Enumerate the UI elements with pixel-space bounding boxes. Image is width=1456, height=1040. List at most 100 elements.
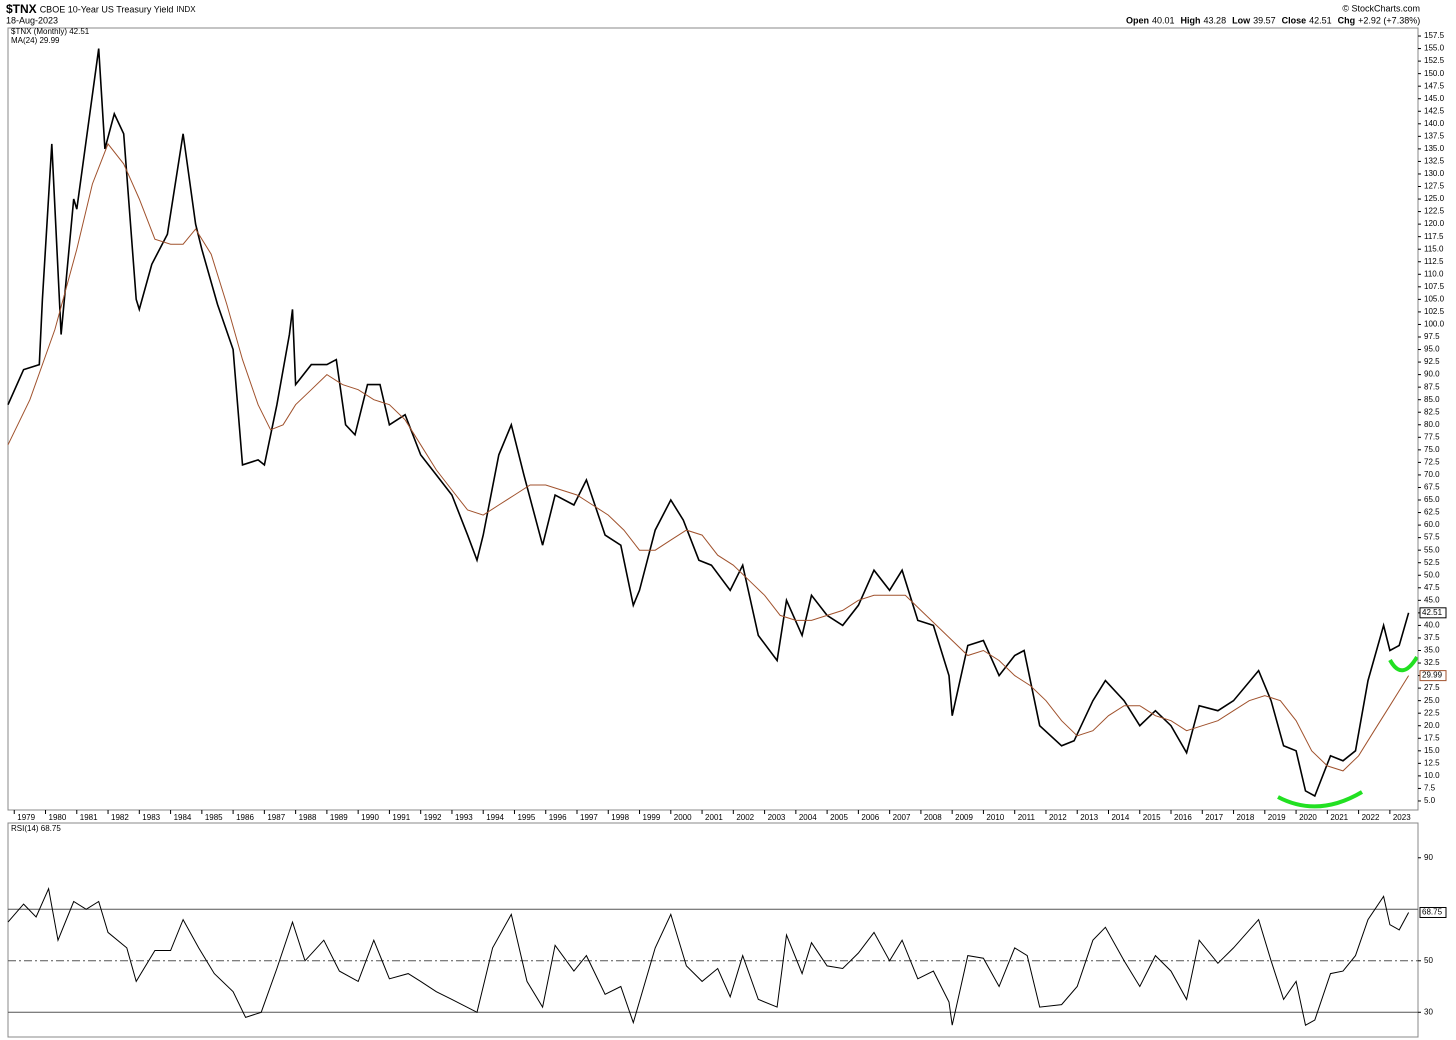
x-tick-label: 2018 [1237,813,1255,822]
legend-entry: $TNX (Monthly) 42.51 [11,27,90,36]
y-tick-label: 137.5 [1424,131,1445,140]
y-tick-label: 105.0 [1424,294,1445,303]
annotation-arc [1388,655,1419,673]
x-tick-label: 1989 [330,813,348,822]
series-line [7,48,1410,798]
y-tick-label: 35.0 [1424,646,1440,655]
x-tick-label: 1997 [580,813,598,822]
y-tick-label: 62.5 [1424,508,1440,517]
y-tick-label: 85.0 [1424,395,1440,404]
y-tick-label: 22.5 [1424,708,1440,717]
y-tick-label: 10.0 [1424,771,1440,780]
y-tick-label: 65.0 [1424,495,1440,504]
x-tick-label: 1987 [267,813,285,822]
value-tag [1419,607,1447,619]
x-tick-label: 1979 [17,813,35,822]
value-tag [1419,906,1447,918]
y-tick-label: 130.0 [1424,169,1445,178]
value-tag-label: 68.75 [1422,908,1443,917]
y-tick-label: 142.5 [1424,106,1445,115]
x-tick-label: 2008 [924,813,942,822]
x-tick-label: 1998 [611,813,629,822]
y-tick-label: 27.5 [1424,683,1440,692]
x-tick-label: 2011 [1018,813,1036,822]
y-tick-label: 25.0 [1424,696,1440,705]
x-tick-label: 2022 [1362,813,1380,822]
y-tick-label: 17.5 [1424,733,1440,742]
quote-value: 40.01 [1152,15,1175,25]
y-tick-label: 90 [1424,853,1433,862]
y-tick-label: 67.5 [1424,483,1440,492]
x-tick-label: 1986 [236,813,254,822]
y-tick-label: 87.5 [1424,382,1440,391]
annotation-arc [1277,790,1364,809]
quote-label: Close [1282,15,1307,25]
panel-title: RSI(14) 68.75 [11,824,61,833]
x-tick-label: 1991 [392,813,410,822]
source: © StockCharts.com [1342,3,1420,13]
y-tick-label: 32.5 [1424,658,1440,667]
y-tick-label: 152.5 [1424,56,1445,65]
x-tick-label: 2002 [736,813,754,822]
y-tick-label: 157.5 [1424,31,1445,40]
y-tick-label: 20.0 [1424,721,1440,730]
y-tick-label: 112.5 [1424,257,1444,266]
x-tick-label: 1982 [111,813,129,822]
x-tick-label: 1985 [205,813,223,822]
x-tick-label: 1984 [174,813,192,822]
y-tick-label: 110.0 [1424,269,1444,278]
x-tick-label: 2019 [1268,813,1286,822]
y-tick-label: 145.0 [1424,94,1445,103]
exchange: INDX [176,5,196,14]
y-tick-label: 47.5 [1424,583,1440,592]
quote-value: 39.57 [1253,15,1276,25]
x-tick-label: 1990 [361,813,379,822]
series-line [7,142,1410,772]
date: 18-Aug-2023 [6,15,58,25]
chart-title: $TNX [6,2,37,16]
y-tick-label: 125.0 [1424,194,1445,203]
y-tick-label: 72.5 [1424,457,1440,466]
y-tick-label: 37.5 [1424,633,1440,642]
value-tag-label: 42.51 [1422,608,1443,617]
chart-subtitle: CBOE 10-Year US Treasury Yield [40,4,174,14]
x-tick-label: 1981 [80,813,98,822]
y-tick-label: 122.5 [1424,207,1445,216]
y-tick-label: 60.0 [1424,520,1440,529]
y-tick-label: 90.0 [1424,370,1440,379]
y-tick-label: 140.0 [1424,119,1445,128]
x-tick-label: 1993 [455,813,473,822]
x-tick-label: 2020 [1299,813,1317,822]
y-tick-label: 57.5 [1424,533,1440,542]
x-tick-label: 1999 [643,813,661,822]
y-tick-label: 132.5 [1424,157,1445,166]
y-tick-label: 7.5 [1424,784,1436,793]
x-tick-label: 1992 [424,813,442,822]
x-tick-label: 1988 [299,813,317,822]
x-tick-label: 1995 [517,813,535,822]
plot-frame [7,27,1419,811]
x-tick-label: 2012 [1049,813,1067,822]
y-tick-label: 80.0 [1424,420,1440,429]
y-tick-label: 95.0 [1424,345,1440,354]
y-tick-label: 55.0 [1424,545,1440,554]
quote-label: Chg [1338,15,1356,25]
y-tick-label: 102.5 [1424,307,1445,316]
legend-entry: MA(24) 29.99 [11,36,60,45]
x-tick-label: 2006 [861,813,879,822]
x-tick-label: 1980 [49,813,67,822]
x-tick-label: 2001 [705,813,723,822]
y-tick-label: 107.5 [1424,282,1445,291]
y-tick-label: 75.0 [1424,445,1440,454]
x-tick-label: 2015 [1143,813,1161,822]
y-tick-label: 147.5 [1424,81,1445,90]
x-tick-label: 2021 [1330,813,1348,822]
value-tag-label: 29.99 [1422,671,1443,680]
y-tick-label: 50 [1424,956,1433,965]
y-tick-label: 82.5 [1424,407,1440,416]
y-tick-label: 12.5 [1424,758,1440,767]
y-tick-label: 117.5 [1424,232,1444,241]
x-tick-label: 2009 [955,813,973,822]
